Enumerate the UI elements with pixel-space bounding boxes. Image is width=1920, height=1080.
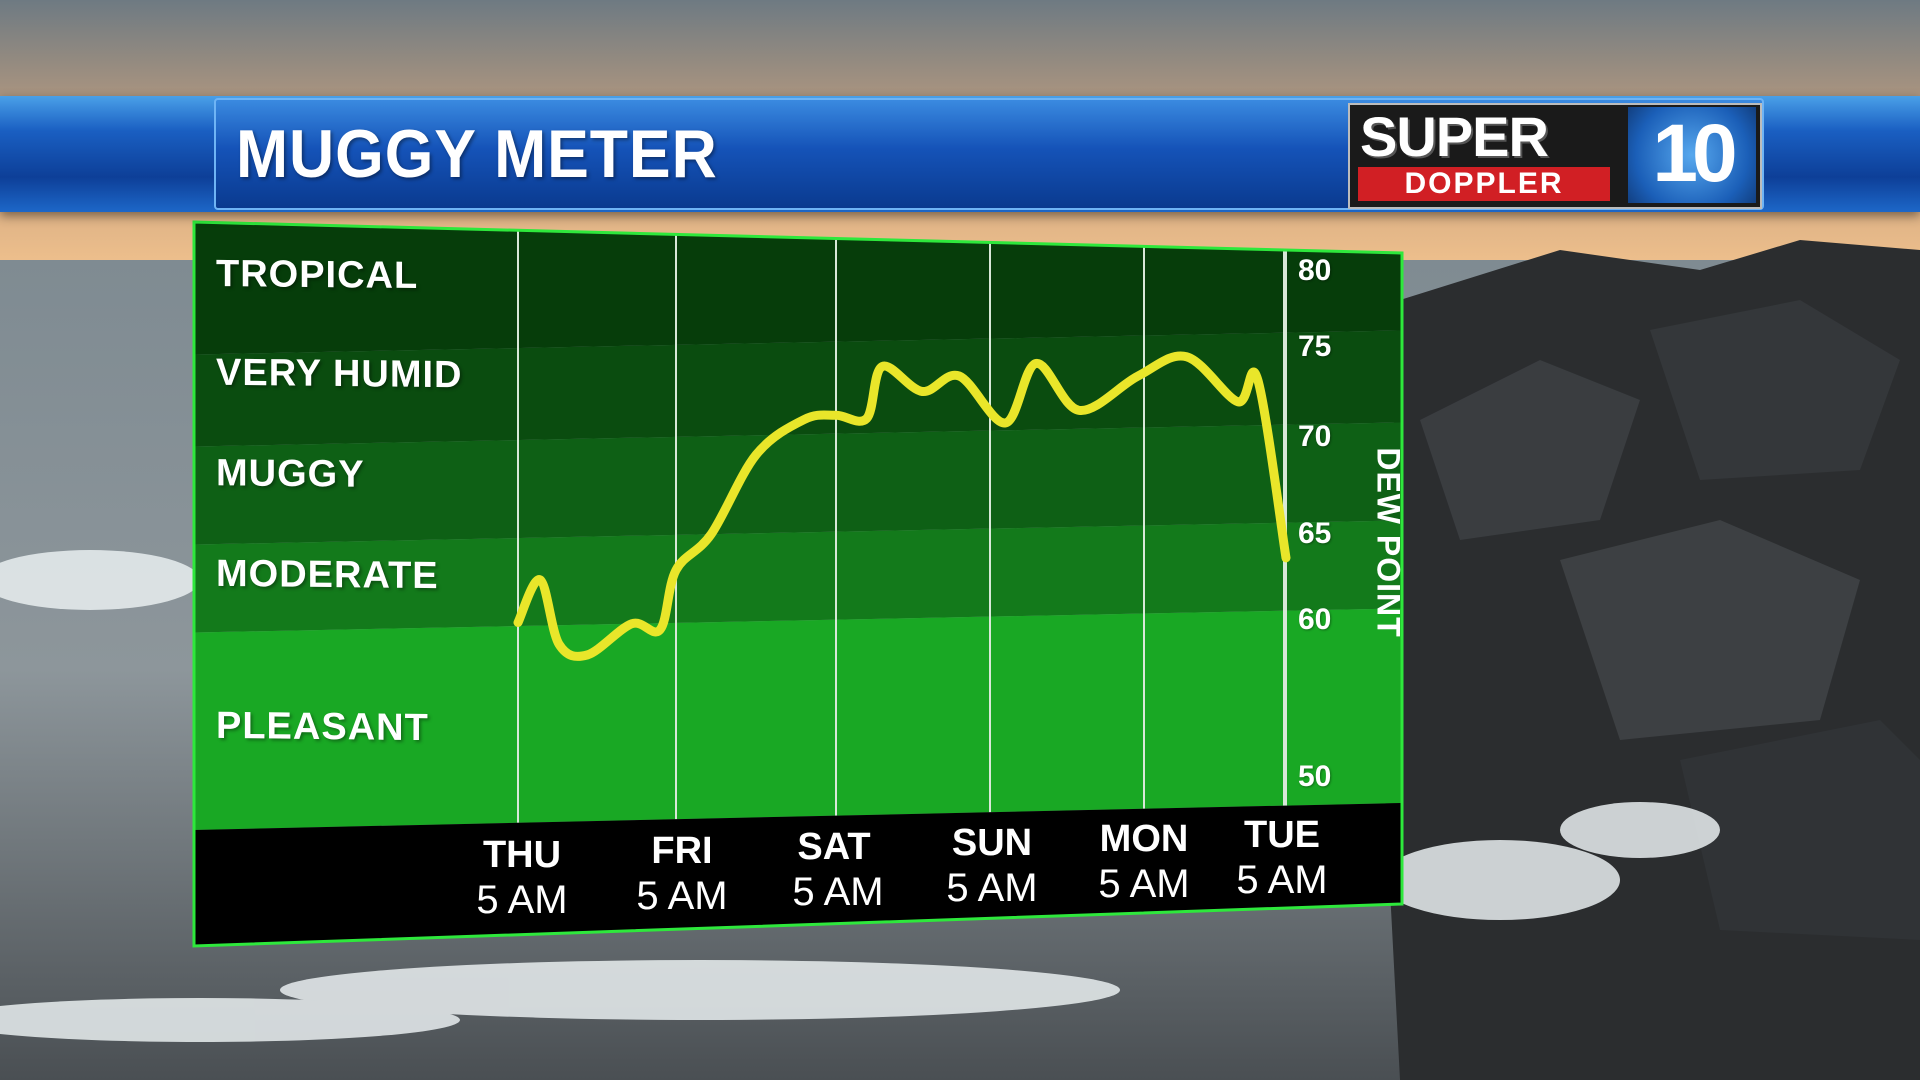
x-time-sat: 5 AM [792,870,884,914]
muggy-chart [192,220,1404,948]
x-day-sun: SUN [951,822,1033,864]
dew-point-series [513,351,1291,661]
logo-mark: 10 [1628,107,1756,203]
band-muggy [194,422,1402,545]
chart-border [192,220,1404,948]
band-label-pleasant: PLEASANT [216,704,429,750]
y-tick-65: 65 [1298,517,1332,550]
x-day-fri: FRI [651,830,713,872]
band-pleasant [194,608,1402,830]
y-tick-60: 60 [1298,603,1332,636]
band-tropical [194,222,1402,355]
category-bands [194,222,1402,830]
y-tick-70: 70 [1298,420,1332,453]
x-time-fri: 5 AM [636,874,728,918]
x-time-sun: 5 AM [946,866,1038,910]
y-tick-80: 80 [1298,254,1332,287]
logo-super-text: SUPER [1360,105,1549,168]
foam-decoration [0,550,1720,1042]
x-day-tue: TUE [1244,814,1320,856]
band-label-moderate: MODERATE [216,552,439,598]
band-very-humid [194,330,1402,447]
station-logo: SUPER DOPPLER 10 [1348,103,1762,209]
logo-doppler-text: DOPPLER [1358,167,1610,201]
x-day-sat: SAT [797,826,871,868]
band-moderate [194,520,1402,633]
y-axis-label: DEW POINT [1370,447,1407,638]
x-time-thu: 5 AM [476,878,568,922]
x-day-mon: MON [1099,818,1189,860]
page-title: MUGGY METER [236,116,718,192]
y-tick-50: 50 [1298,760,1332,793]
dew-point-line [513,351,1291,661]
day-axis-bar [194,803,1402,946]
x-time-mon: 5 AM [1098,862,1190,906]
y-tick-75: 75 [1298,330,1332,363]
logo-number: 10 [1652,108,1737,199]
band-label-muggy: MUGGY [216,452,365,496]
rocks-decoration [1380,240,1920,1080]
band-label-tropical: TROPICAL [216,252,419,298]
x-time-tue: 5 AM [1236,858,1328,902]
band-label-very-humid: VERY HUMID [216,351,463,397]
x-day-thu: THU [482,834,562,876]
